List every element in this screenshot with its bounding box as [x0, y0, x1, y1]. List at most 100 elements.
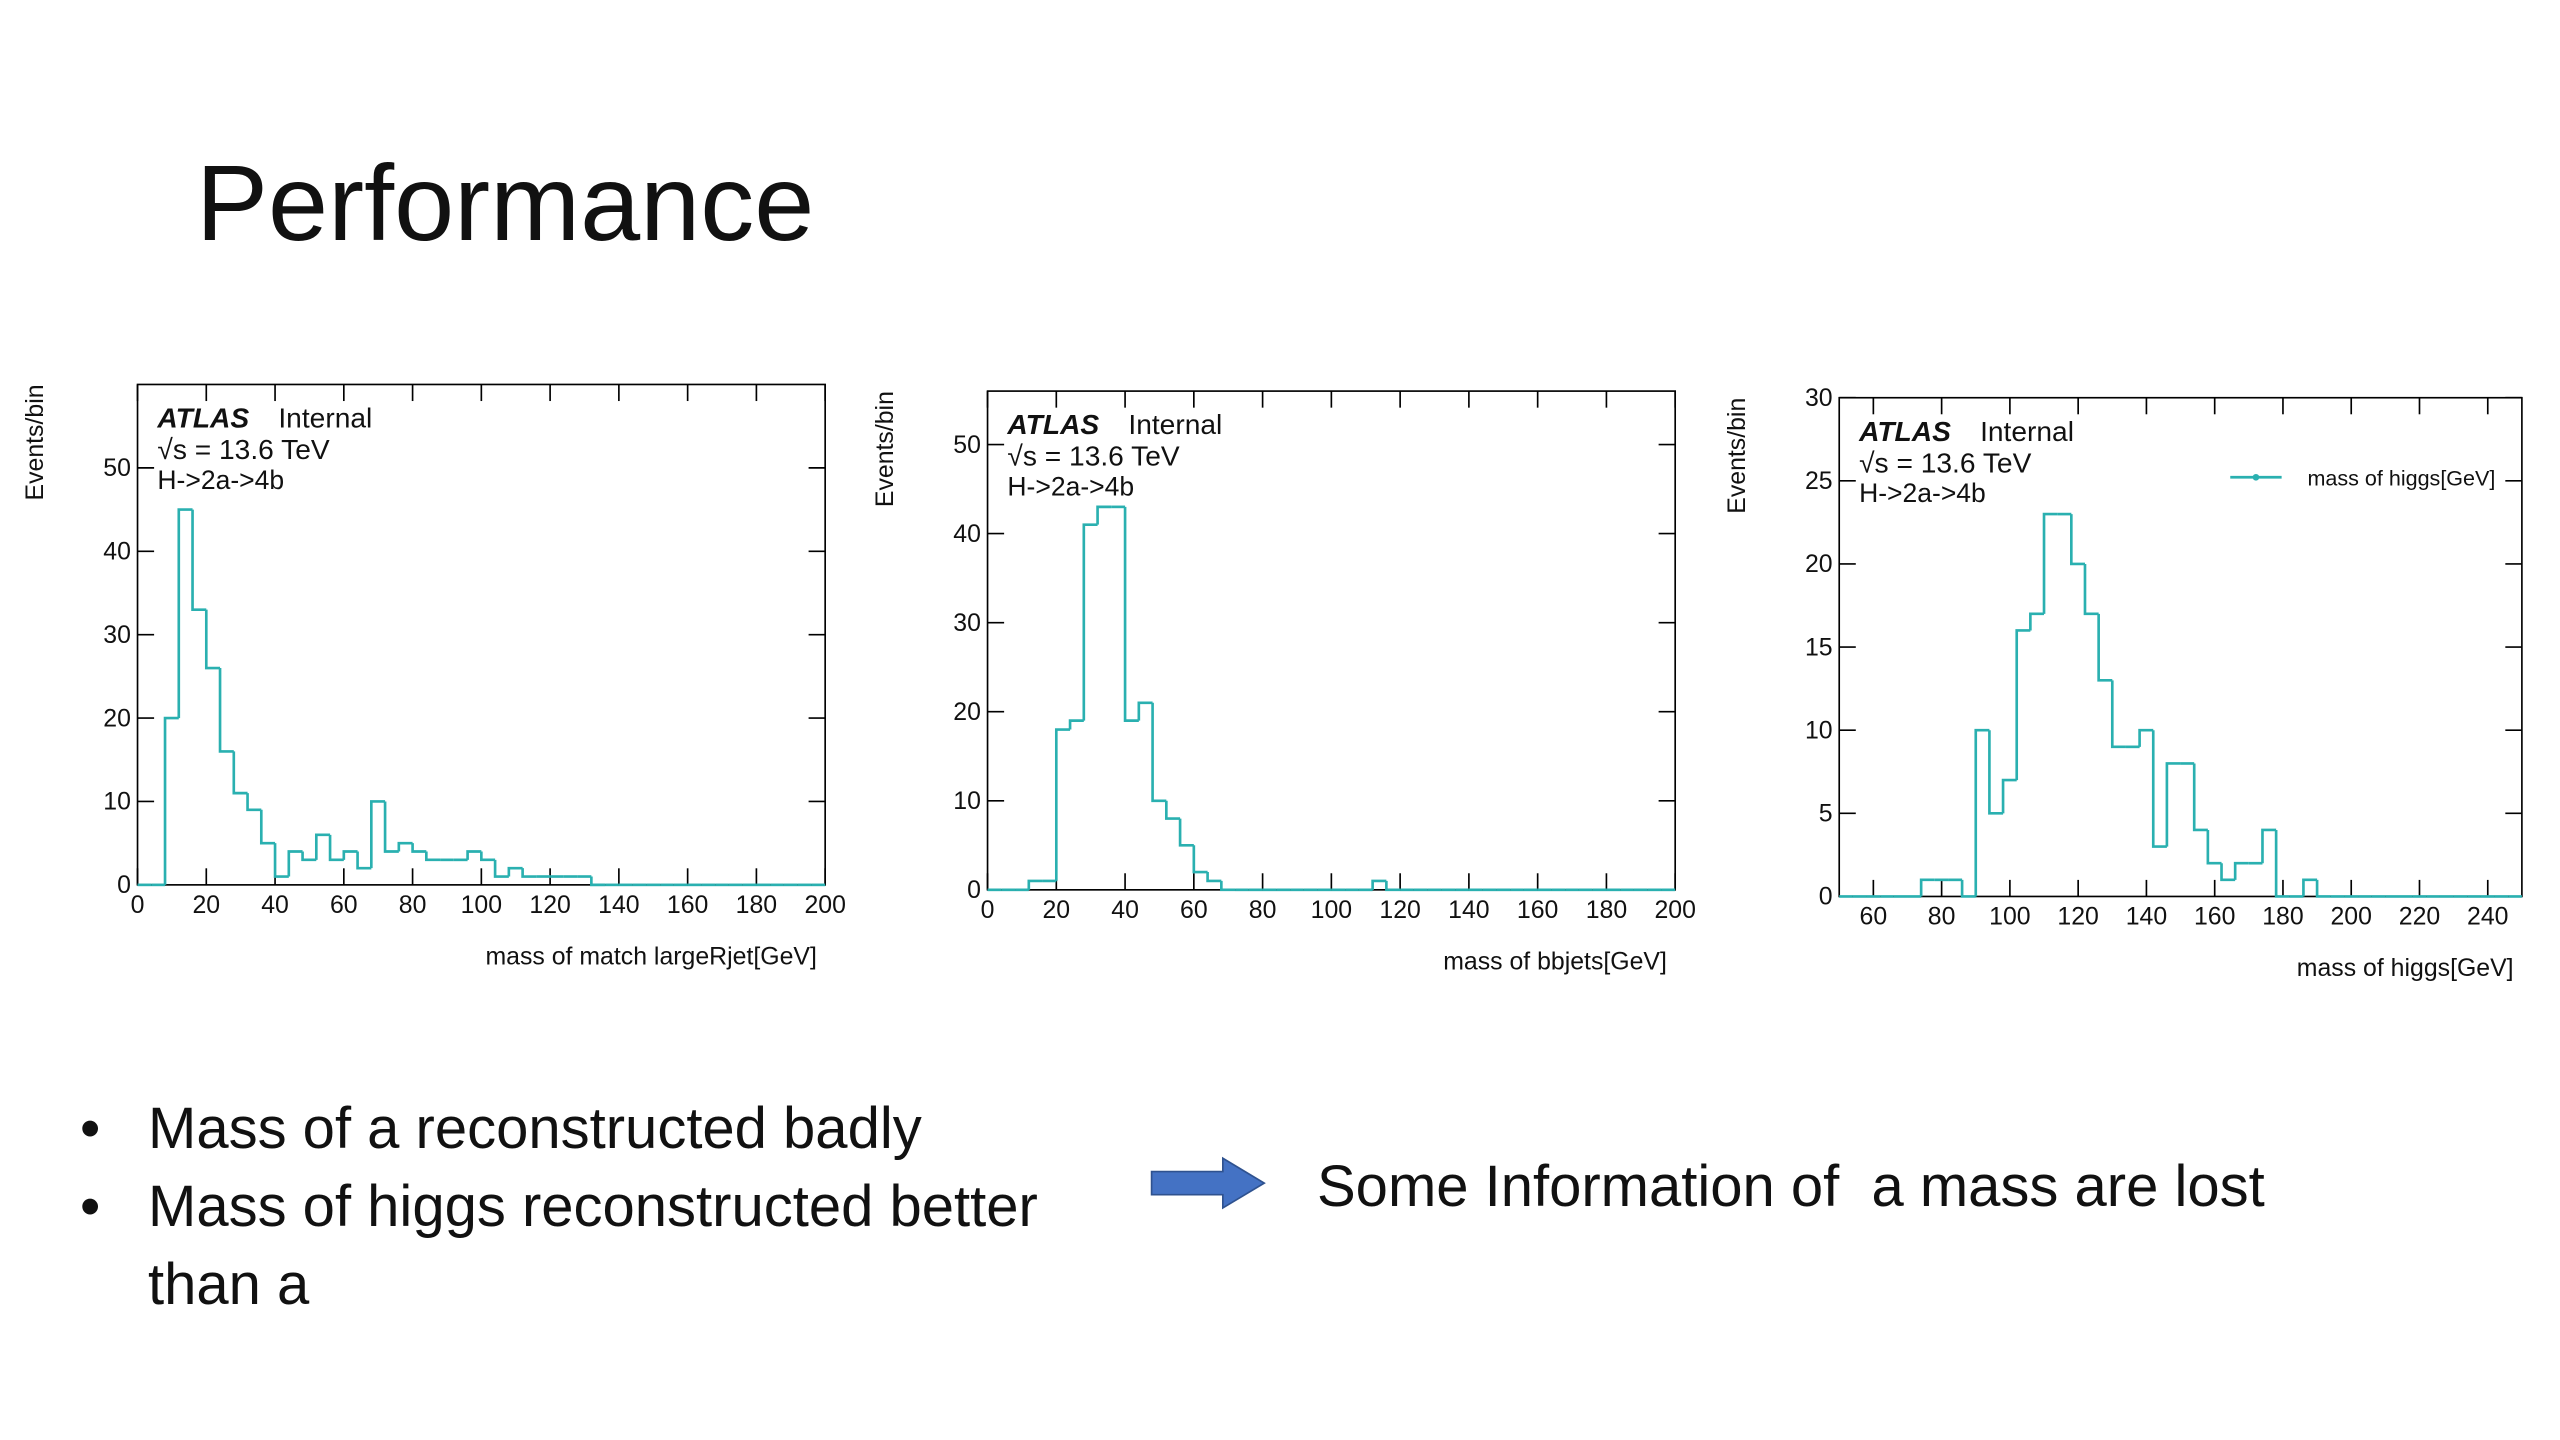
histogram-bin: [2097, 613, 2113, 682]
histogram-bin: [2206, 829, 2222, 865]
histogram-bin: [1137, 701, 1153, 721]
histogram-bin: [1151, 702, 1167, 803]
y-tick-label: 30: [1805, 385, 1833, 412]
x-tick-label: 20: [192, 892, 220, 919]
histogram-bin: [259, 809, 276, 845]
histogram-bin: [1385, 880, 1401, 892]
histogram-bin: [521, 868, 537, 878]
x-axis-label: mass of match largeRjet[GeV]: [485, 943, 816, 970]
histogram-bin: [1165, 800, 1181, 820]
histogram-bin: [1919, 878, 1935, 897]
x-tick-label: 220: [2399, 904, 2440, 931]
x-tick-label: 140: [598, 892, 639, 919]
histogram-bin: [2001, 778, 2017, 814]
x-tick-label: 100: [1989, 904, 2030, 931]
x-tick-label: 240: [2467, 904, 2508, 931]
x-tick-label: 100: [461, 892, 502, 919]
histogram-bin: [1082, 523, 1098, 721]
histogram-bin: [287, 850, 303, 877]
y-tick-label: 10: [103, 789, 131, 816]
x-tick-label: 120: [2057, 904, 2098, 931]
histogram-bin: [204, 609, 221, 670]
histogram-bin: [273, 843, 289, 878]
histogram-bin: [1054, 728, 1071, 881]
x-tick-label: 100: [1311, 897, 1352, 924]
x-axis-label: mass of bbjets[GeV]: [1443, 948, 1667, 975]
histogram-bin: [2192, 763, 2208, 832]
histogram-bin: [411, 843, 427, 853]
histogram-bin: [1206, 872, 1222, 883]
x-tick-label: 140: [1448, 897, 1489, 924]
process-label: H->2a->4b: [1859, 478, 1986, 508]
histogram-bin: [425, 851, 441, 862]
legend-label: mass of higgs[GeV]: [2307, 467, 2495, 491]
y-tick-label: 25: [1805, 468, 1833, 495]
y-axis-label: Events/bin: [22, 384, 49, 500]
histogram-bin: [2015, 629, 2031, 781]
y-tick-label: 50: [953, 432, 981, 459]
process-label: H->2a->4b: [1007, 471, 1134, 501]
histogram-bin: [2233, 861, 2249, 880]
histogram-bin: [342, 850, 358, 860]
y-axis-label: Events/bin: [1724, 398, 1751, 514]
histogram-bin: [1192, 845, 1208, 874]
x-tick-label: 120: [529, 892, 570, 919]
x-tick-label: 120: [1379, 897, 1420, 924]
histogram-bin: [480, 851, 496, 862]
experiment-label: ATLAS: [1858, 416, 1951, 447]
x-tick-label: 20: [1042, 897, 1070, 924]
arrow: [1150, 1156, 1266, 1210]
histogram-bin: [314, 833, 331, 860]
legend-marker: [2252, 473, 2260, 481]
histogram-bin: [2138, 728, 2154, 747]
histogram-bin: [2274, 829, 2290, 898]
x-tick-label: 0: [131, 892, 145, 919]
y-tick-label: 20: [953, 699, 981, 726]
x-tick-label: 160: [2194, 904, 2235, 931]
histogram-bin: [2165, 762, 2181, 847]
histogram-bin: [2110, 680, 2126, 749]
histogram-bin: [1988, 730, 2004, 815]
histogram-bin: [2151, 730, 2167, 848]
histogram-bin: [369, 800, 386, 869]
histogram-bin: [163, 716, 179, 885]
slide-title: Performance: [196, 142, 815, 263]
y-tick-label: 20: [1805, 551, 1833, 578]
y-tick-label: 20: [103, 705, 131, 732]
histogram-bin: [2070, 514, 2085, 566]
conclusion: Some Information of a mass are lost: [1317, 1154, 2265, 1219]
experiment-label: ATLAS: [1006, 409, 1099, 440]
histogram-bin: [1974, 728, 1990, 897]
histogram-bin: [2302, 878, 2318, 897]
bullet-list: Mass of a reconstructed badly Mass of hi…: [80, 1090, 1148, 1324]
x-tick-label: 180: [736, 892, 777, 919]
histogram-bin: [2029, 612, 2045, 631]
status-label: Internal: [278, 403, 372, 434]
x-tick-label: 60: [1180, 897, 1208, 924]
histogram-bin: [177, 508, 193, 719]
x-tick-label: 140: [2126, 904, 2167, 931]
x-tick-label: 200: [804, 892, 845, 919]
histogram-bin: [2083, 563, 2099, 616]
x-axis-label: mass of higgs[GeV]: [2297, 955, 2514, 982]
histogram-bin: [2042, 512, 2058, 614]
x-tick-label: 60: [330, 892, 358, 919]
energy-label: √s = 13.6 TeV: [157, 434, 329, 465]
experiment-label: ATLAS: [156, 403, 249, 434]
y-tick-label: 50: [103, 455, 131, 482]
y-tick-label: 0: [1819, 884, 1833, 911]
y-tick-label: 30: [103, 622, 131, 649]
histogram-bin: [1123, 506, 1139, 722]
y-tick-label: 10: [1805, 718, 1833, 745]
process-label: H->2a->4b: [157, 465, 284, 495]
x-tick-label: 80: [1249, 897, 1277, 924]
histogram-bin: [1096, 505, 1112, 525]
histogram-bin: [1068, 719, 1084, 730]
x-tick-label: 180: [2262, 904, 2303, 931]
y-axis-label: Events/bin: [872, 391, 899, 507]
histogram-bin: [328, 834, 344, 862]
histogram-bin: [466, 850, 482, 860]
histogram-bin: [2220, 863, 2236, 882]
